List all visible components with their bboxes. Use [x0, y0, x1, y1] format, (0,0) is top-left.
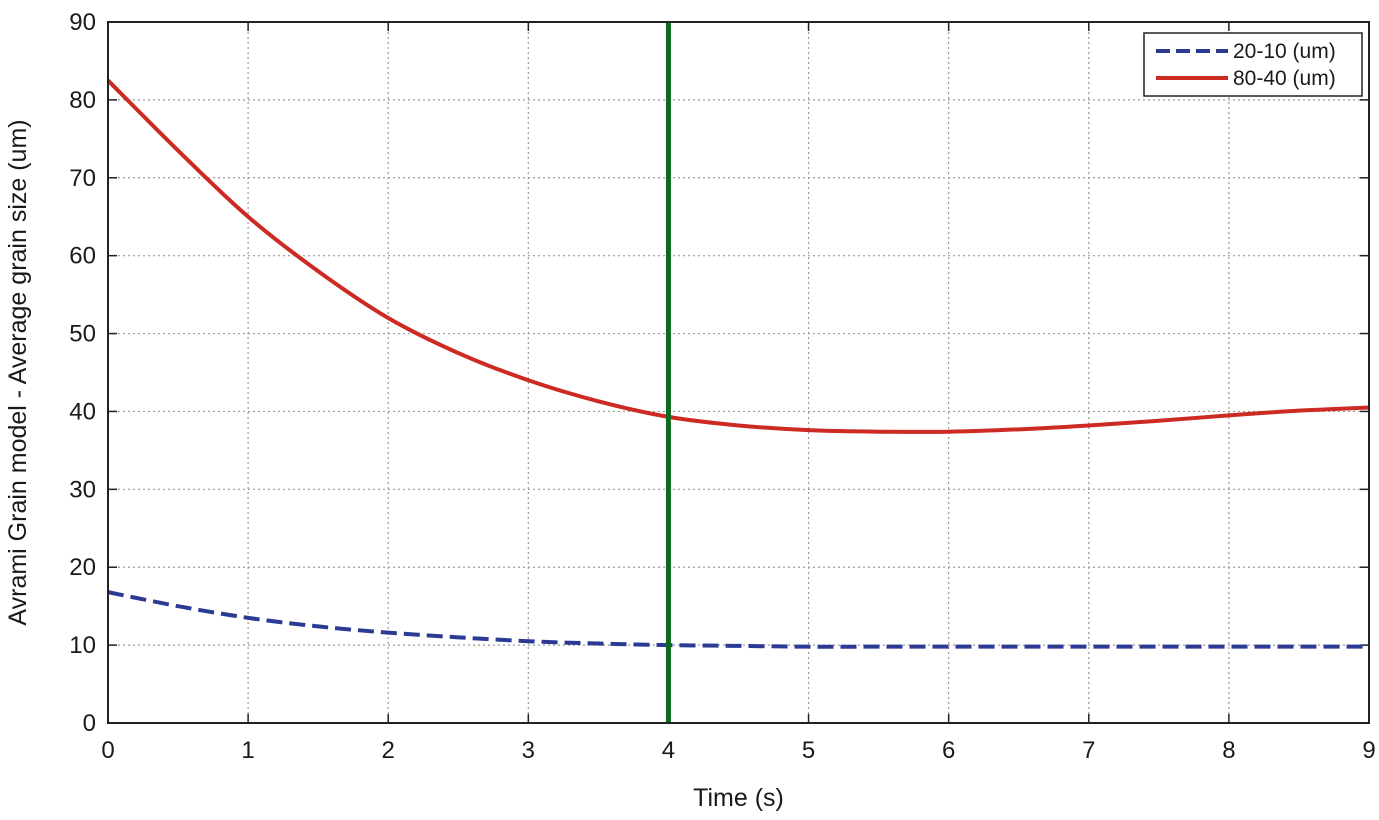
- y-tick-label: 30: [69, 476, 96, 503]
- x-tick-label: 5: [802, 737, 815, 764]
- x-tick-label: 8: [1222, 737, 1235, 764]
- y-tick-label: 40: [69, 398, 96, 425]
- y-tick-label: 80: [69, 87, 96, 114]
- series-line-20-10: [107, 590, 1369, 649]
- y-axis-title: Avrami Grain model - Average grain size …: [4, 119, 32, 625]
- y-tick-label: 20: [69, 554, 96, 581]
- y-tick-label: 70: [69, 165, 96, 192]
- y-tick-label: 90: [69, 9, 96, 36]
- series-line-80-40: [106, 79, 1370, 434]
- y-tick-label: 60: [69, 243, 96, 270]
- legend: 20-10 (um) 80-40 (um): [1143, 32, 1363, 97]
- x-tick-label: 0: [101, 737, 114, 764]
- y-tick-label: 50: [69, 321, 96, 348]
- legend-box: [1143, 32, 1363, 97]
- x-tick-label: 3: [522, 737, 535, 764]
- x-tick-label: 2: [382, 737, 395, 764]
- x-tick-label: 7: [1082, 737, 1095, 764]
- x-axis-title: Time (s): [693, 784, 784, 812]
- ticks: [107, 21, 1370, 724]
- y-tick-label: 0: [83, 710, 96, 737]
- x-tick-label: 1: [241, 737, 254, 764]
- plot-frame: [107, 21, 1370, 724]
- x-tick-label: 4: [662, 737, 675, 764]
- x-tick-label: 9: [1362, 737, 1375, 764]
- y-tick-label: 10: [69, 632, 96, 659]
- series: [106, 79, 1370, 649]
- grid: [107, 21, 1370, 724]
- legend-label-80-40: 80-40 (um): [1233, 67, 1336, 90]
- legend-label-20-10: 20-10 (um): [1233, 40, 1336, 63]
- x-tick-label: 6: [942, 737, 955, 764]
